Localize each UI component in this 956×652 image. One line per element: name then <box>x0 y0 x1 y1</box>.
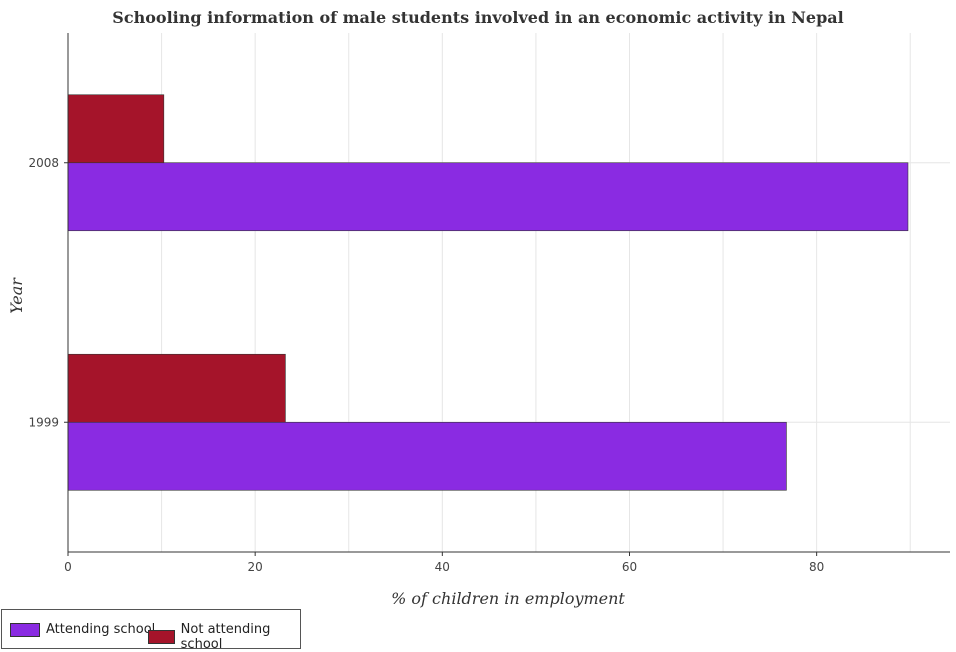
legend-swatch-attending <box>10 622 40 637</box>
bar-attending-school-2008 <box>67 162 909 232</box>
y-tick-label: 1999 <box>28 415 59 429</box>
y-tick-label: 2008 <box>28 156 59 170</box>
legend-label-attending: Attending school <box>46 622 156 637</box>
bar-not-attending-school-2008 <box>67 94 165 164</box>
axes: 1999 2008 0 20 40 60 80 <box>28 33 950 574</box>
legend-label-not-attending: Not attending school <box>180 622 271 652</box>
x-tick-label: 40 <box>435 560 450 574</box>
legend: Attending school Not attending school <box>1 609 301 652</box>
x-tick-label: 80 <box>809 560 824 574</box>
x-tick-label: 60 <box>622 560 637 574</box>
y-axis-label: Year <box>7 277 26 314</box>
x-tick-label: 20 <box>248 560 263 574</box>
legend-swatch-not-attending <box>148 630 175 644</box>
bar-attending-school-1999 <box>67 421 787 491</box>
chart-title: Schooling information of male students i… <box>112 8 844 27</box>
bar-not-attending-school-1999 <box>67 353 286 423</box>
legend-item-attending: Attending school <box>10 622 155 637</box>
x-tick-label: 0 <box>64 560 72 574</box>
legend-item-not-attending: Not attending school <box>148 622 300 652</box>
x-axis-label: % of children in employment <box>391 589 625 608</box>
bars <box>67 94 909 491</box>
